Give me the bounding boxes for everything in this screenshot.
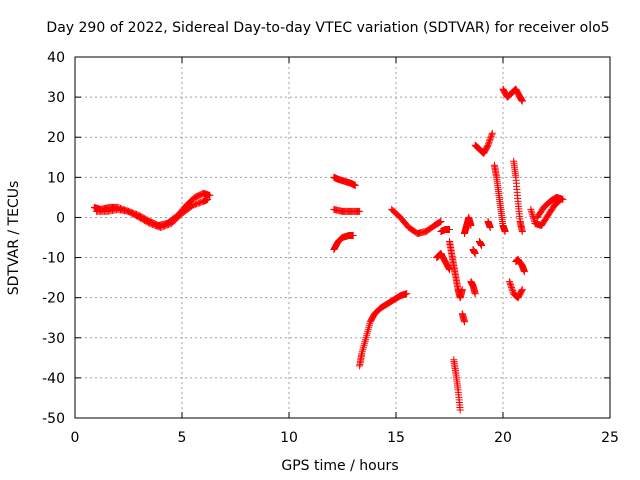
data-point: [507, 282, 515, 290]
x-tick-label: 15: [387, 430, 405, 446]
data-point: [520, 268, 528, 276]
chart-title: Day 290 of 2022, Sidereal Day-to-day VTE…: [46, 20, 609, 36]
data-point: [559, 195, 567, 203]
data-point: [349, 232, 357, 239]
y-tick-label: -30: [42, 331, 65, 347]
x-tick-label: 25: [601, 430, 619, 446]
y-tick-label: 40: [47, 50, 65, 66]
y-tick-label: 20: [47, 130, 65, 146]
x-tick-label: 20: [494, 430, 512, 446]
data-point: [518, 286, 526, 294]
y-tick-label: -20: [42, 291, 65, 307]
plot-frame: [74, 56, 611, 419]
y-axis-label: SDTVAR / TECUs: [6, 181, 22, 296]
data-point: [467, 222, 475, 229]
x-tick-label: 5: [178, 430, 187, 446]
y-tick-label: -40: [42, 371, 65, 387]
data-point: [505, 278, 513, 286]
x-axis-label: GPS time / hours: [281, 458, 398, 474]
x-tick-label: 0: [71, 430, 80, 446]
data-point: [527, 205, 535, 213]
y-tick-label: 0: [56, 210, 65, 226]
data-point: [518, 97, 526, 105]
y-tick-label: 30: [47, 90, 65, 106]
data-point: [446, 226, 453, 233]
data-point: [487, 132, 495, 140]
data-point: [458, 286, 466, 294]
data-point: [356, 207, 364, 215]
data-point: [486, 224, 494, 231]
data-point: [528, 211, 536, 219]
data-point: [501, 228, 509, 235]
data-point: [488, 129, 496, 137]
data-point: [456, 406, 464, 414]
data-point: [206, 191, 214, 199]
data-point: [486, 137, 494, 145]
data-point: [509, 287, 517, 295]
data-point: [518, 287, 526, 295]
y-tick-label: -10: [42, 251, 65, 267]
data-point: [461, 318, 468, 326]
tick-layer: 0 5 10 15 20 25 -50 -40 -30 -20 -10 0 10 20 30 40: [42, 50, 619, 446]
data-point: [471, 250, 479, 257]
data-point: [437, 218, 445, 225]
data-point: [484, 141, 492, 149]
data-point: [471, 290, 479, 298]
data-point: [518, 228, 526, 235]
data-point: [478, 242, 486, 249]
y-tick-label: -50: [42, 411, 65, 427]
data-point: [204, 195, 212, 203]
data-point: [351, 181, 359, 189]
marks-layer: [90, 85, 567, 414]
y-tick-label: 10: [47, 170, 65, 186]
x-tick-label: 10: [280, 430, 298, 446]
data-point: [403, 290, 411, 298]
